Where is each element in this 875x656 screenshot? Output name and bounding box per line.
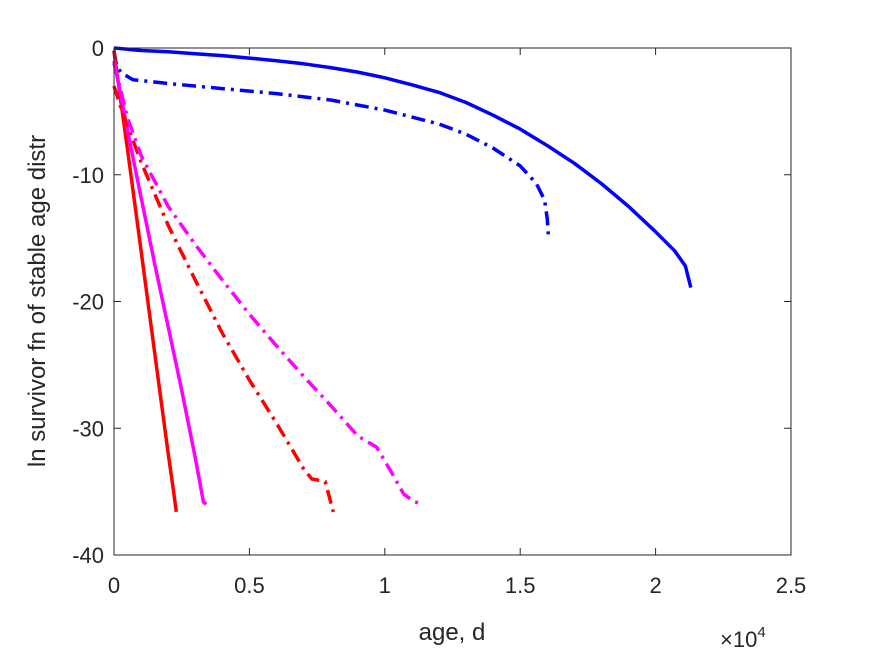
y-tick-label: -30 [72, 416, 104, 441]
series-line-6 [112, 62, 424, 506]
y-axis: 0 -10 -20 -30 -40 [72, 36, 791, 568]
y-tick-label: -40 [72, 543, 104, 568]
series-layer [112, 46, 693, 513]
series-line-3 [112, 51, 179, 513]
x-exponent-label: ×104 [720, 624, 766, 652]
x-tick-label: 0.5 [234, 573, 265, 598]
y-axis-label: ln survivor fn of stable age distr [24, 135, 51, 467]
series-line-1 [113, 46, 693, 289]
x-tick-label: 1.5 [505, 573, 536, 598]
y-tick-label: -20 [72, 290, 104, 315]
series-line-5 [112, 85, 335, 513]
x-exponent-base: ×10 [720, 627, 757, 652]
x-axis: 0 0.5 1 1.5 2 2.5 [108, 48, 806, 598]
series-line-4 [112, 60, 208, 506]
svg-text:×104: ×104 [720, 624, 766, 652]
series-line-2 [112, 50, 551, 240]
x-exponent-power: 4 [757, 624, 765, 641]
x-axis-label: age, d [419, 619, 486, 646]
y-tick-label: -10 [72, 163, 104, 188]
x-tick-label: 2.5 [776, 573, 807, 598]
x-tick-label: 0 [108, 573, 120, 598]
y-tick-label: 0 [92, 36, 104, 61]
plot-background [114, 48, 791, 555]
x-tick-label: 1 [379, 573, 391, 598]
x-tick-label: 2 [649, 573, 661, 598]
